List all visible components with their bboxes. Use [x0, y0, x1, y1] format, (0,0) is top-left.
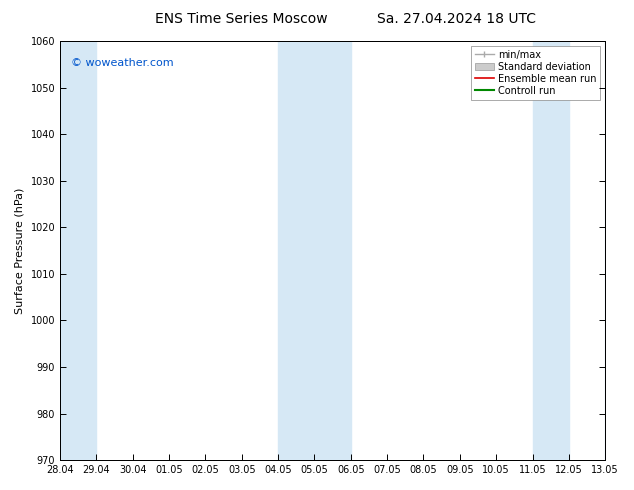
Y-axis label: Surface Pressure (hPa): Surface Pressure (hPa)	[15, 187, 25, 314]
Text: ENS Time Series Moscow: ENS Time Series Moscow	[155, 12, 327, 26]
Text: Sa. 27.04.2024 18 UTC: Sa. 27.04.2024 18 UTC	[377, 12, 536, 26]
Bar	[533, 41, 569, 460]
Bar	[605, 41, 634, 460]
Text: © woweather.com: © woweather.com	[71, 58, 174, 68]
Legend: min/max, Standard deviation, Ensemble mean run, Controll run: min/max, Standard deviation, Ensemble me…	[470, 46, 600, 99]
Bar	[278, 41, 351, 460]
Bar	[60, 41, 96, 460]
